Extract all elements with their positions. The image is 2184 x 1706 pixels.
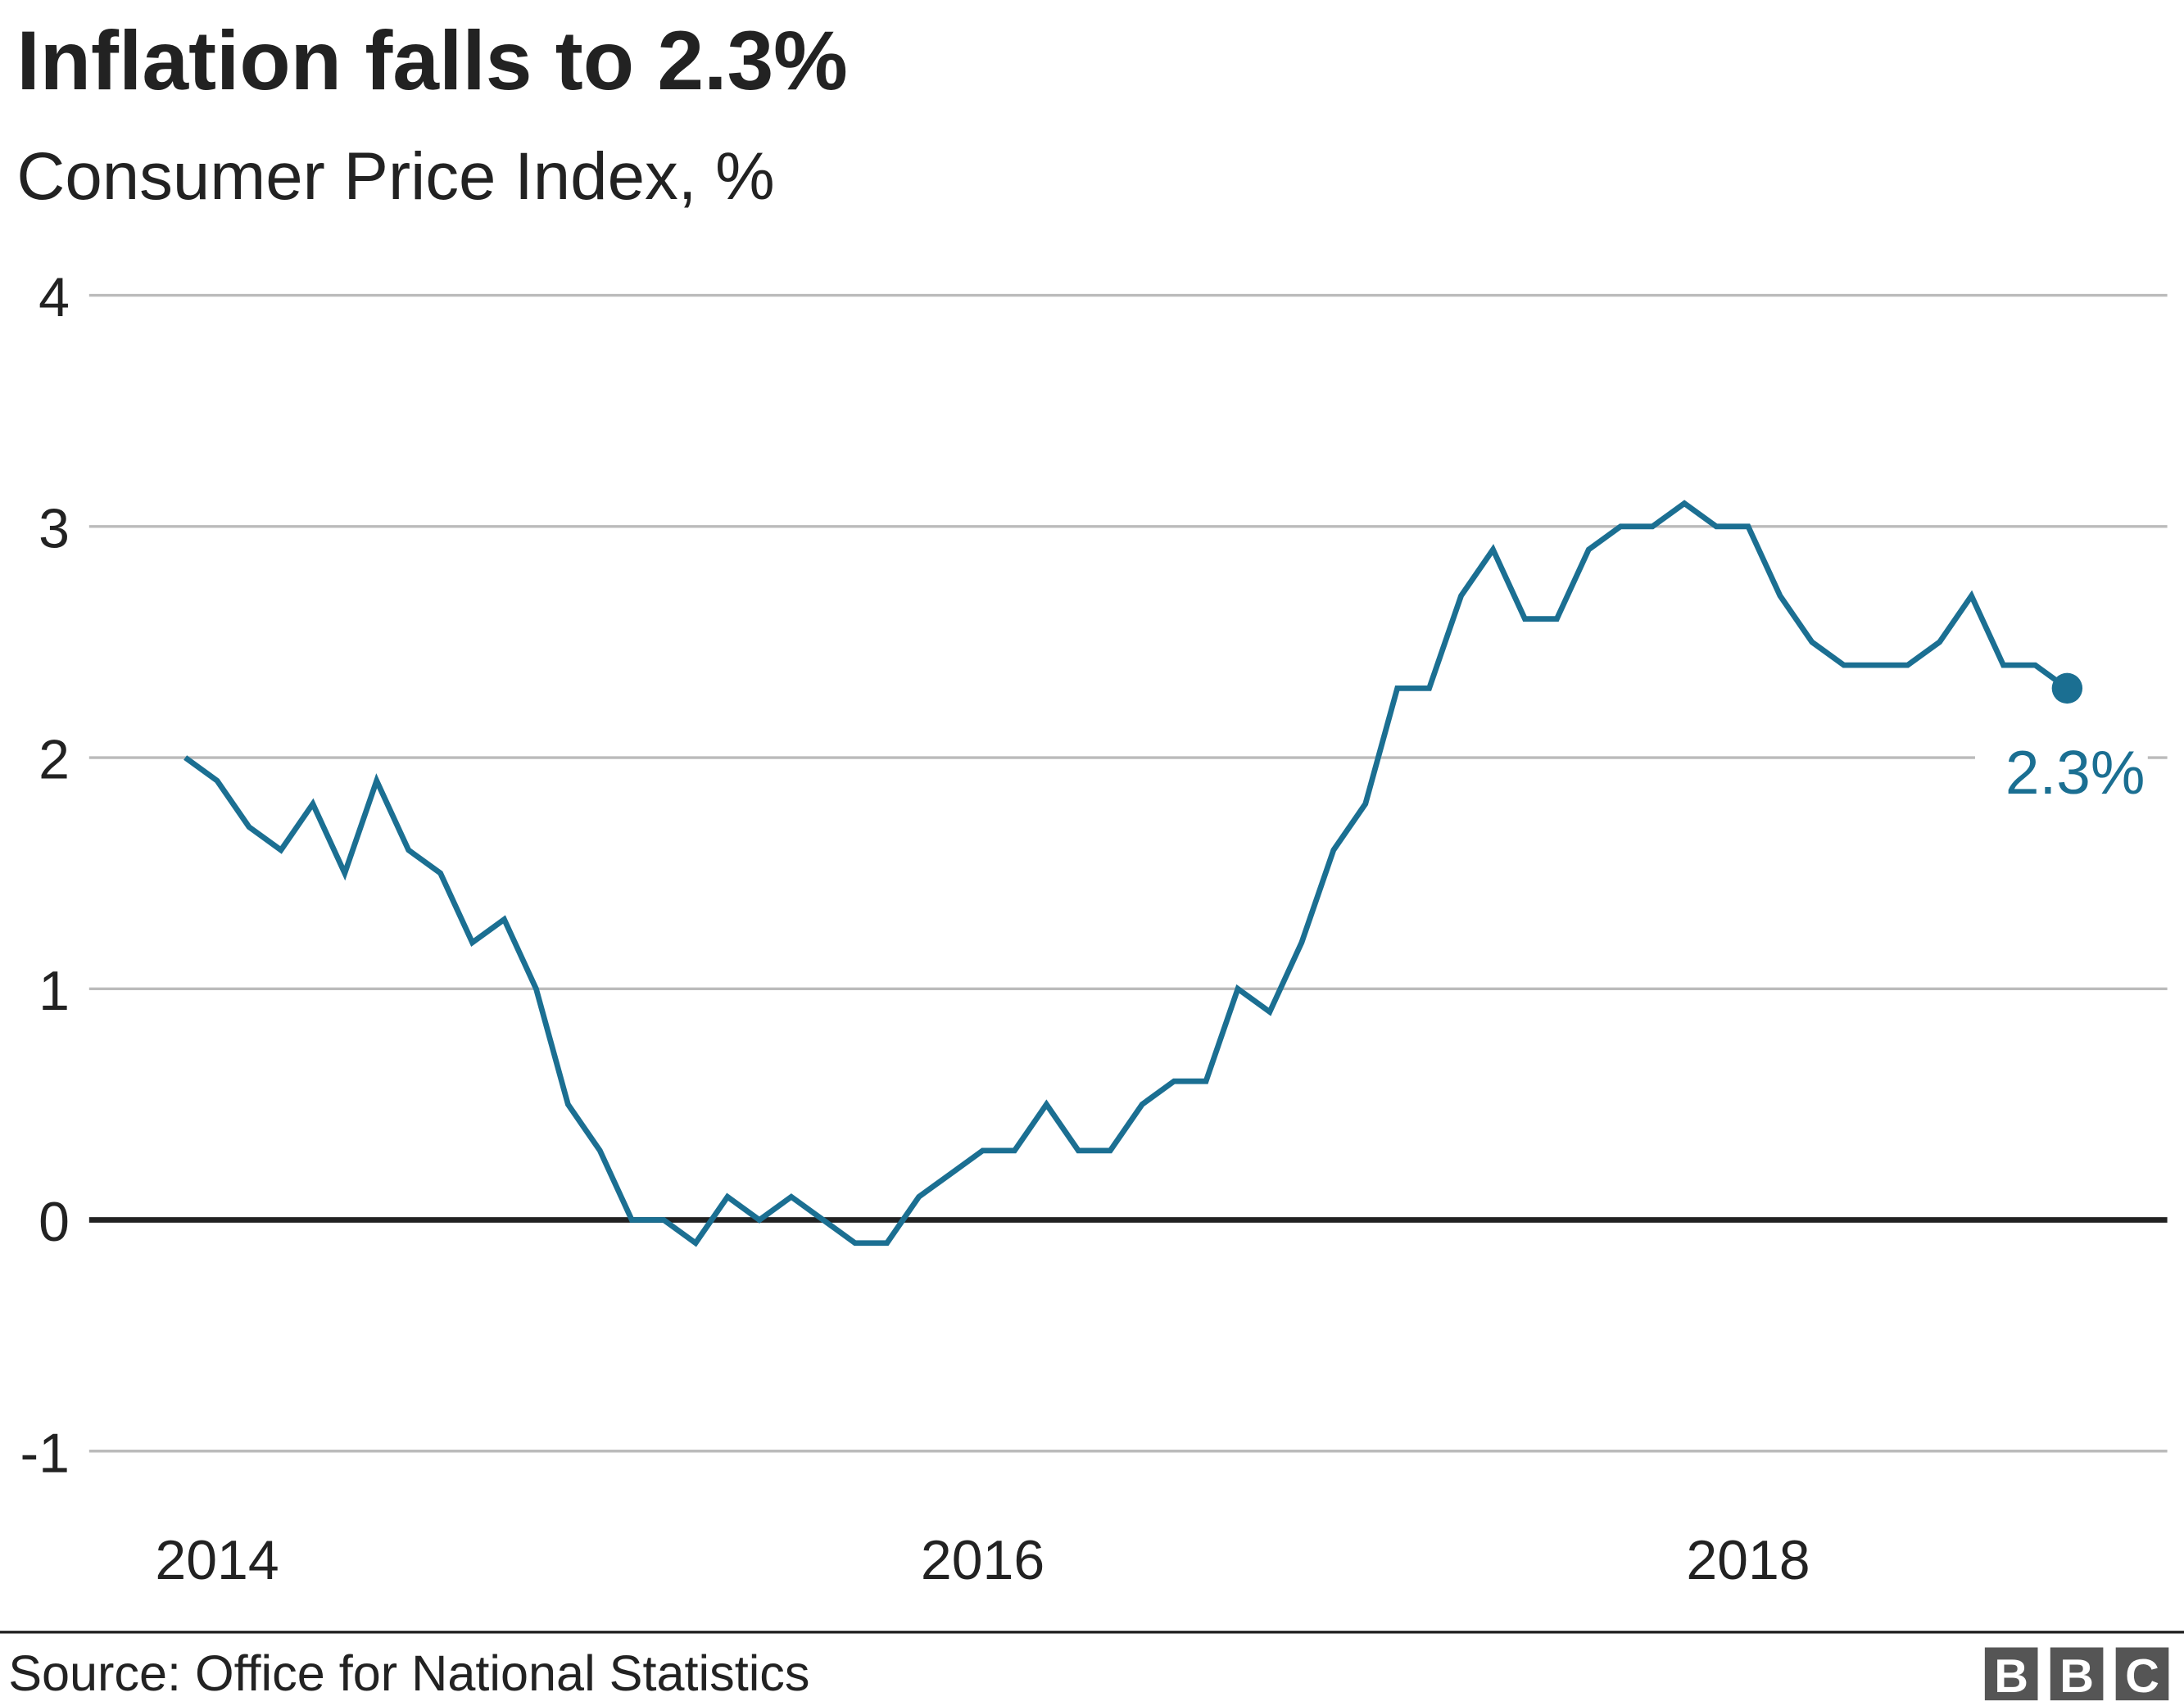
y-tick-label: 2	[39, 729, 70, 791]
svg-text:C: C	[2125, 1650, 2159, 1703]
y-tick-label: 0	[39, 1191, 70, 1253]
latest-point-marker	[2051, 672, 2083, 704]
y-tick-label: -1	[20, 1422, 70, 1484]
grid	[88, 293, 2168, 1453]
x-axis: 2014 2016 2018	[155, 1529, 1810, 1591]
y-axis: 4 3 2 1 0 -1	[20, 266, 70, 1484]
svg-text:B: B	[2059, 1650, 2094, 1703]
x-tick-label: 2018	[1686, 1529, 1810, 1591]
y-tick-label: 1	[39, 960, 70, 1022]
svg-text:B: B	[1994, 1650, 2028, 1703]
chart-subtitle: Consumer Price Index, %	[16, 139, 774, 214]
x-tick-label: 2014	[155, 1529, 279, 1591]
annotation-background	[1974, 735, 2148, 805]
latest-value-label: 2.3%	[2005, 738, 2145, 807]
source-note: Source: Office for National Statistics	[8, 1645, 809, 1701]
series-line-cpi	[184, 500, 2069, 1247]
y-tick-label: 3	[39, 497, 70, 559]
y-tick-label: 4	[39, 266, 70, 328]
chart-title: Inflation falls to 2.3%	[16, 14, 847, 107]
x-tick-label: 2016	[921, 1529, 1044, 1591]
bbc-logo: B B C	[1984, 1647, 2169, 1703]
